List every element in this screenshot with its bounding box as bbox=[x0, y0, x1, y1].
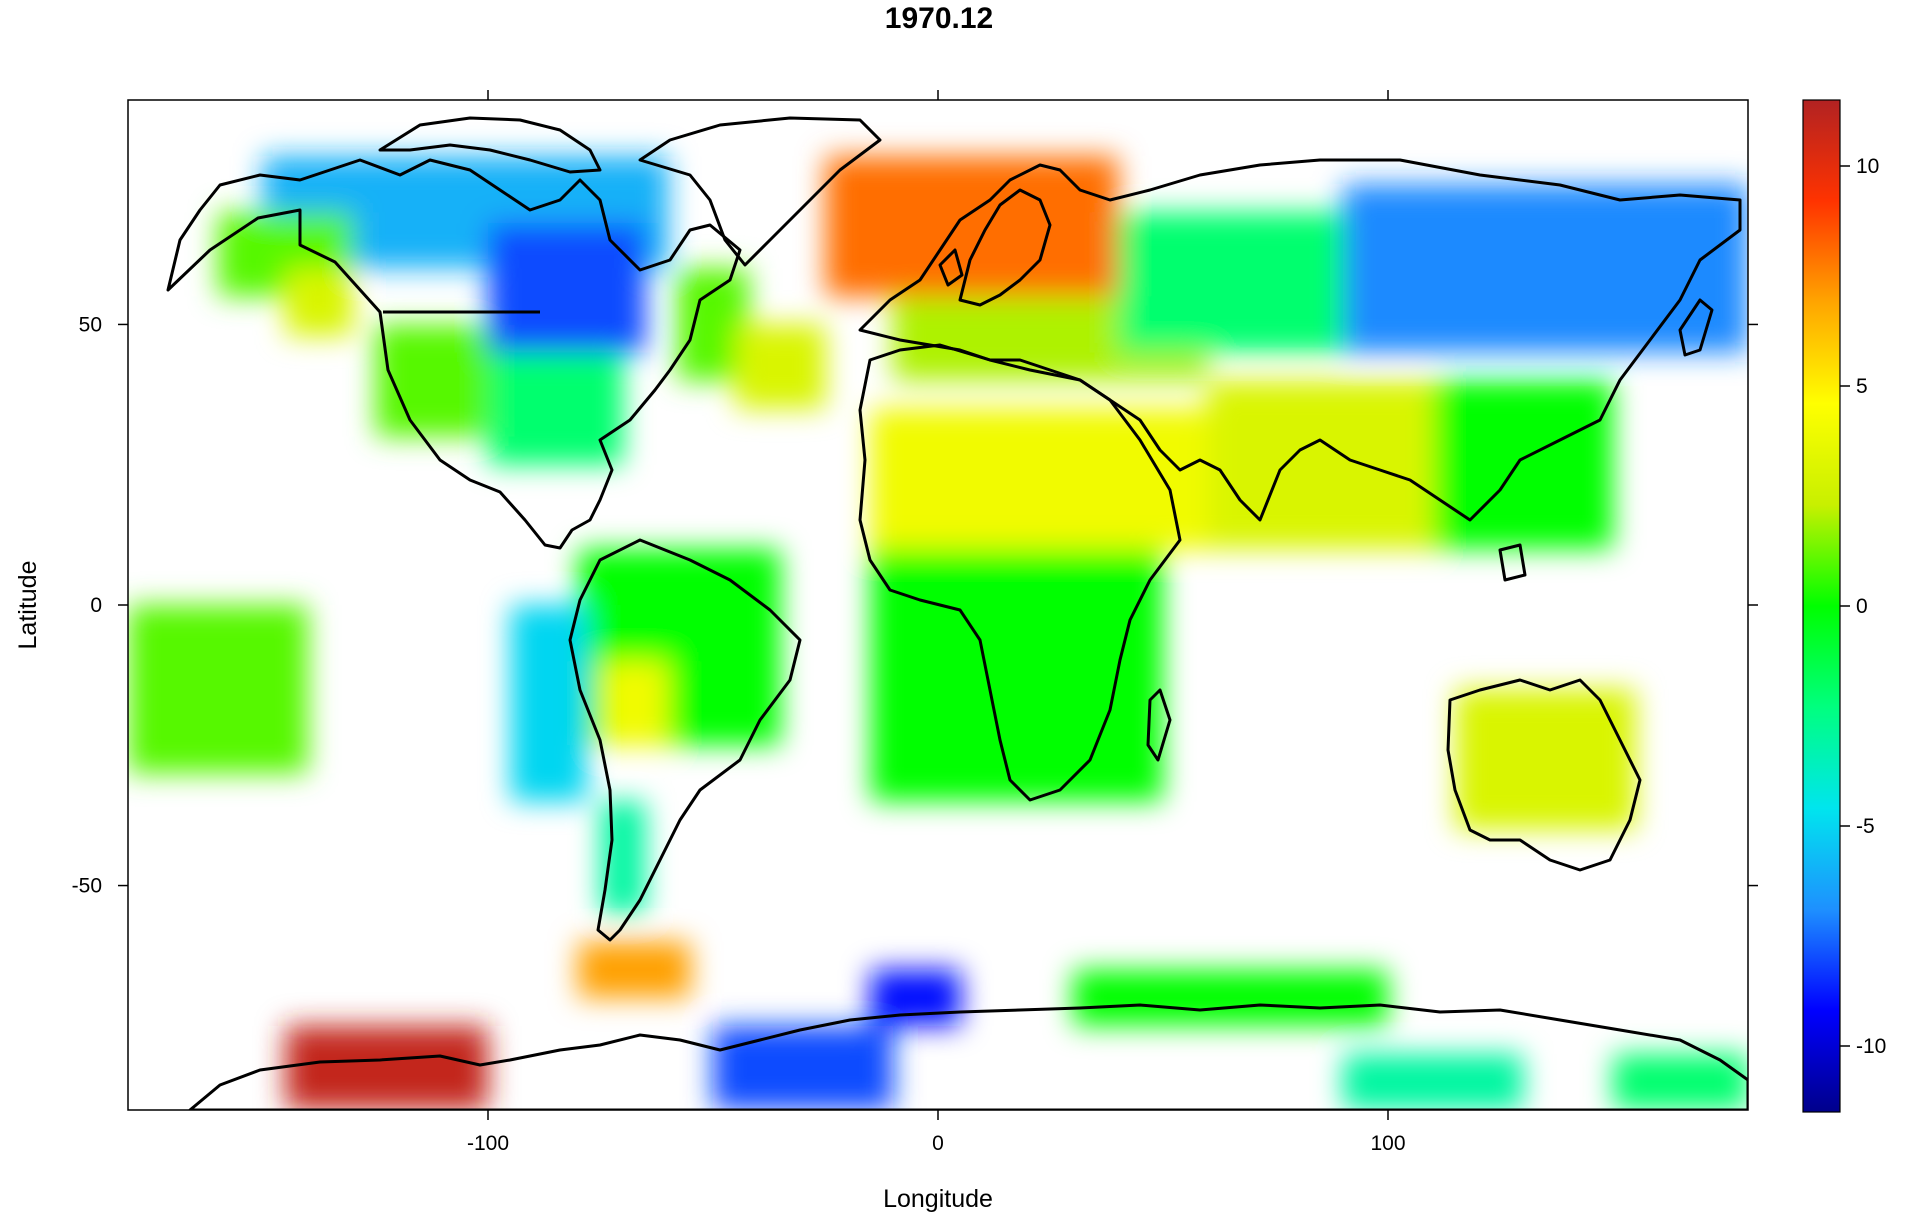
colorbar: -10 -5 0 5 10 bbox=[1802, 99, 1886, 1113]
axes: -100 0 100 -50 0 50 bbox=[72, 90, 1758, 1155]
colorbar-gradient bbox=[1802, 99, 1841, 1113]
coastline-outlines bbox=[166, 116, 1748, 1110]
heatmap-cell bbox=[488, 223, 646, 353]
heatmap-cell bbox=[600, 801, 646, 914]
y-axis-title: Latitude bbox=[14, 561, 42, 650]
heatmap-cell bbox=[1073, 969, 1388, 1026]
anomaly-heatmap bbox=[128, 156, 1748, 1110]
colorbar-tick-label: 5 bbox=[1856, 375, 1868, 398]
x-tick-label: 0 bbox=[932, 1132, 944, 1155]
heatmap-cell bbox=[578, 941, 691, 998]
heatmap-cell bbox=[870, 548, 1163, 802]
heatmap-cell bbox=[713, 1025, 893, 1110]
colorbar-tick-label: 10 bbox=[1856, 155, 1879, 178]
heatmap-cell bbox=[285, 268, 353, 336]
heatmap-cell bbox=[1118, 212, 1343, 353]
heatmap-cell bbox=[1343, 1053, 1523, 1110]
heatmap-cell bbox=[1343, 184, 1748, 353]
x-tick-label: -100 bbox=[467, 1132, 509, 1155]
heatmap-cell bbox=[488, 352, 623, 465]
heatmap-cell bbox=[825, 156, 1118, 297]
colorbar-tick-label: 0 bbox=[1856, 595, 1868, 618]
heatmap-cell bbox=[1455, 689, 1636, 830]
heatmap-cell bbox=[870, 408, 1208, 549]
chart-title: 1970.12 bbox=[884, 2, 994, 35]
heatmap-cell bbox=[600, 661, 668, 746]
y-tick-label: -50 bbox=[72, 875, 102, 898]
heatmap-cell bbox=[1433, 380, 1613, 549]
heatmap-cell bbox=[1208, 380, 1433, 549]
heatmap-cell bbox=[510, 605, 587, 802]
x-tick-label: 100 bbox=[1370, 1132, 1405, 1155]
heatmap-cell bbox=[285, 1025, 488, 1110]
y-tick-label: 50 bbox=[79, 313, 102, 336]
y-tick-label: 0 bbox=[90, 594, 102, 617]
heatmap-cell bbox=[1613, 1053, 1748, 1110]
heatmap-cell bbox=[735, 324, 826, 409]
x-axis-title: Longitude bbox=[883, 1185, 993, 1213]
colorbar-ticks: -10 -5 0 5 10 bbox=[1840, 155, 1886, 1058]
heatmap-cell bbox=[128, 605, 308, 774]
colorbar-tick-label: -10 bbox=[1856, 1035, 1886, 1058]
colorbar-tick-label: -5 bbox=[1856, 815, 1875, 838]
